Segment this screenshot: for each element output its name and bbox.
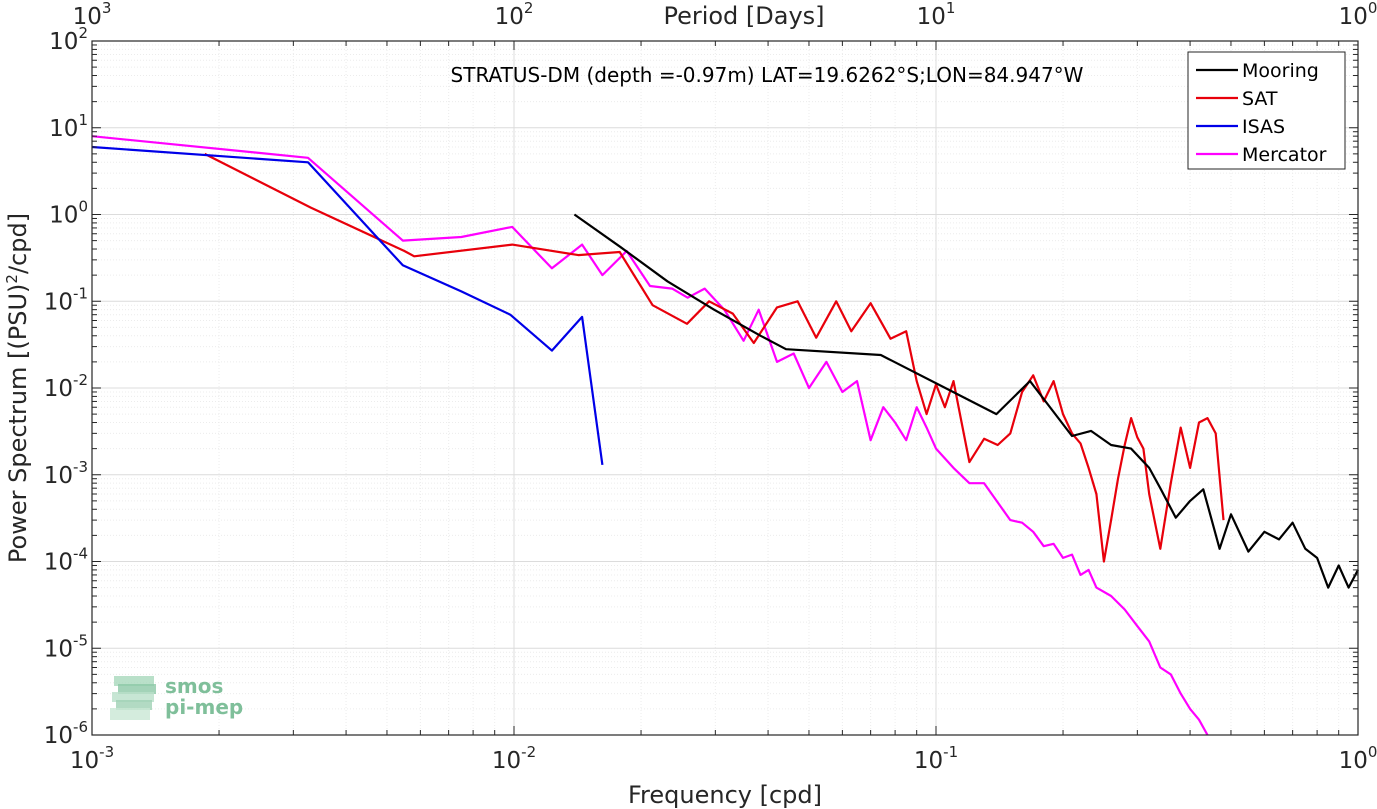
y-axis-label-sup: 2: [3, 274, 21, 284]
chart-title: STRATUS-DM (depth =-0.97m) LAT=19.6262°S…: [451, 63, 1084, 87]
minor-grid: [92, 41, 1358, 735]
logo-line2: pi-mep: [165, 695, 243, 719]
y-tick-label: 10-6: [44, 718, 88, 749]
x-tick-label: 10-1: [914, 743, 958, 774]
legend-label-mercator: Mercator: [1242, 144, 1327, 166]
y-tick-label: 10-5: [44, 631, 88, 662]
y-tick-labels: 10-6 10-5 10-4 10-3 10-2 10-1 100 101 102: [44, 24, 88, 749]
x-tick-labels: 10-3 10-2 10-1 100: [70, 743, 1377, 774]
smos-pi-mep-logo: smos pi-mep: [110, 674, 243, 720]
legend-label-sat: SAT: [1242, 88, 1278, 110]
top-axis-tick-labels: 103 102 101 100: [73, 0, 1377, 30]
top-axis-tick-label: 101: [917, 0, 956, 30]
y-tick-label: 10-2: [44, 371, 88, 402]
y-tick-label: 10-1: [44, 284, 88, 315]
y-tick-label: 101: [49, 111, 88, 142]
x-tick-label: 10-3: [70, 743, 114, 774]
series-line-mooring: [573, 213, 1359, 589]
top-axis-tick-label: 102: [495, 0, 534, 30]
legend-label-mooring: Mooring: [1242, 60, 1319, 82]
y-tick-label: 10-3: [44, 458, 88, 489]
y-tick-label: 10-4: [44, 545, 88, 576]
y-axis-label-rest: /cpd]: [4, 213, 32, 274]
legend: Mooring SAT ISAS Mercator: [1187, 51, 1346, 170]
x-tick-label: 100: [1339, 743, 1377, 774]
y-tick-label: 102: [49, 24, 88, 55]
top-axis-label: Period [Days]: [663, 2, 824, 30]
top-axis-tick-label: 103: [73, 0, 112, 30]
series-layer: [91, 135, 1359, 736]
y-axis-label: Power Spectrum [(PSU)2/cpd]: [3, 213, 32, 563]
series-line-mercator: [91, 135, 1209, 736]
y-tick-label: 100: [49, 198, 88, 229]
x-tick-label: 10-2: [492, 743, 536, 774]
series-line-sat: [204, 152, 1225, 563]
logo-mark-icon: [110, 676, 156, 720]
legend-label-isas: ISAS: [1242, 116, 1285, 138]
top-axis-tick-label: 100: [1339, 0, 1377, 30]
tick-marks: [91, 40, 1359, 736]
y-axis-label-base: Power Spectrum [(PSU): [4, 284, 32, 563]
logo-line1: smos: [165, 674, 223, 698]
x-axis-label: Frequency [cpd]: [628, 781, 822, 809]
series-line-isas: [91, 145, 604, 466]
legend-box: [1187, 51, 1346, 170]
